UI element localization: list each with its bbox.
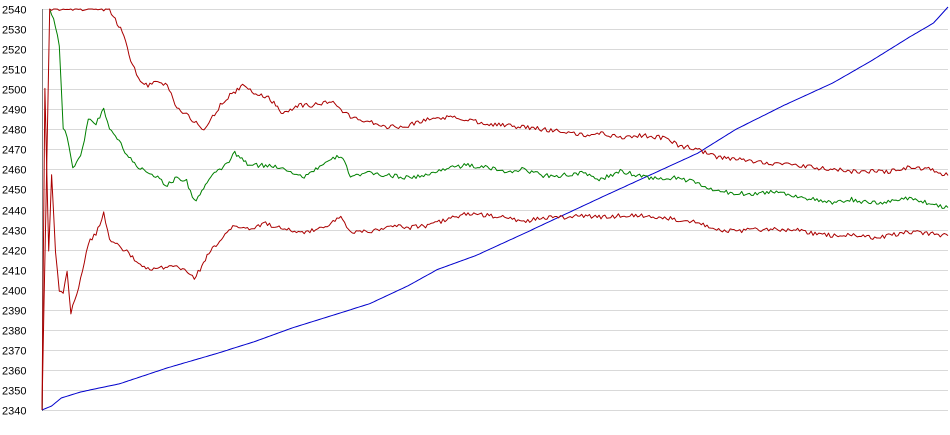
y-tick-label: 2440 (2, 206, 26, 218)
y-tick-label: 2340 (2, 406, 26, 418)
y-tick-label: 2410 (2, 266, 26, 278)
series-line-4 (41, 87, 949, 411)
y-tick-label: 2530 (2, 25, 26, 37)
y-tick-label: 2470 (2, 145, 26, 157)
series-lines (41, 6, 949, 411)
series-line-2 (49, 8, 949, 209)
y-tick-label: 2360 (2, 366, 26, 378)
series-line-1 (41, 6, 949, 411)
grid-lines (42, 9, 948, 411)
series-line-3 (41, 8, 949, 410)
y-tick-label: 2500 (2, 85, 26, 97)
y-tick-label: 2390 (2, 306, 26, 318)
y-tick-label: 2370 (2, 346, 26, 358)
y-tick-label: 2480 (2, 125, 26, 137)
y-tick-label: 2540 (2, 5, 26, 17)
y-tick-label: 2420 (2, 246, 26, 258)
y-tick-label: 2450 (2, 185, 26, 197)
y-tick-label: 2460 (2, 165, 26, 177)
y-tick-label: 2430 (2, 226, 26, 238)
y-tick-label: 2380 (2, 326, 26, 338)
y-tick-label: 2520 (2, 45, 26, 57)
y-tick-label: 2510 (2, 65, 26, 77)
y-tick-label: 2490 (2, 105, 26, 117)
y-tick-label: 2400 (2, 286, 26, 298)
y-axis-tick-labels: 2340 2350 2360 2370 2380 2390 2400 2410 2420 2430… (2, 5, 26, 418)
y-tick-label: 2350 (2, 386, 26, 398)
